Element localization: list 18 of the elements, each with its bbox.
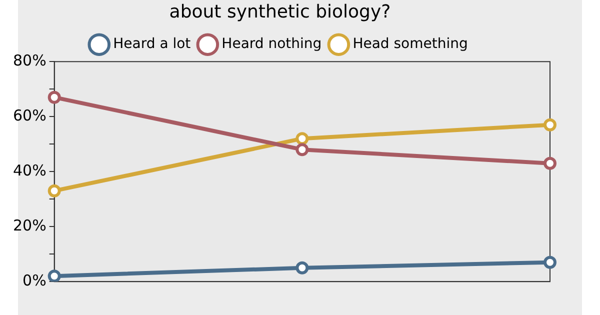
point [296, 132, 309, 146]
point [544, 156, 556, 170]
legend-label: Head something [352, 36, 468, 52]
point [544, 118, 556, 132]
point [48, 184, 61, 198]
point [48, 270, 61, 282]
y-tick-label: 20% [12, 216, 46, 234]
point [544, 256, 556, 269]
legend-label: Heard a lot [113, 36, 192, 52]
point [296, 143, 309, 156]
legend-label: Heard nothing [222, 36, 322, 52]
y-tick-label: 60% [12, 106, 46, 124]
chart-title: about synthetic biology? [169, 1, 391, 22]
point [48, 90, 61, 104]
y-tick-label: 80% [12, 51, 46, 70]
y-tick-label: 40% [12, 161, 46, 180]
y-tick-label: 0% [22, 271, 46, 290]
point [296, 261, 309, 274]
